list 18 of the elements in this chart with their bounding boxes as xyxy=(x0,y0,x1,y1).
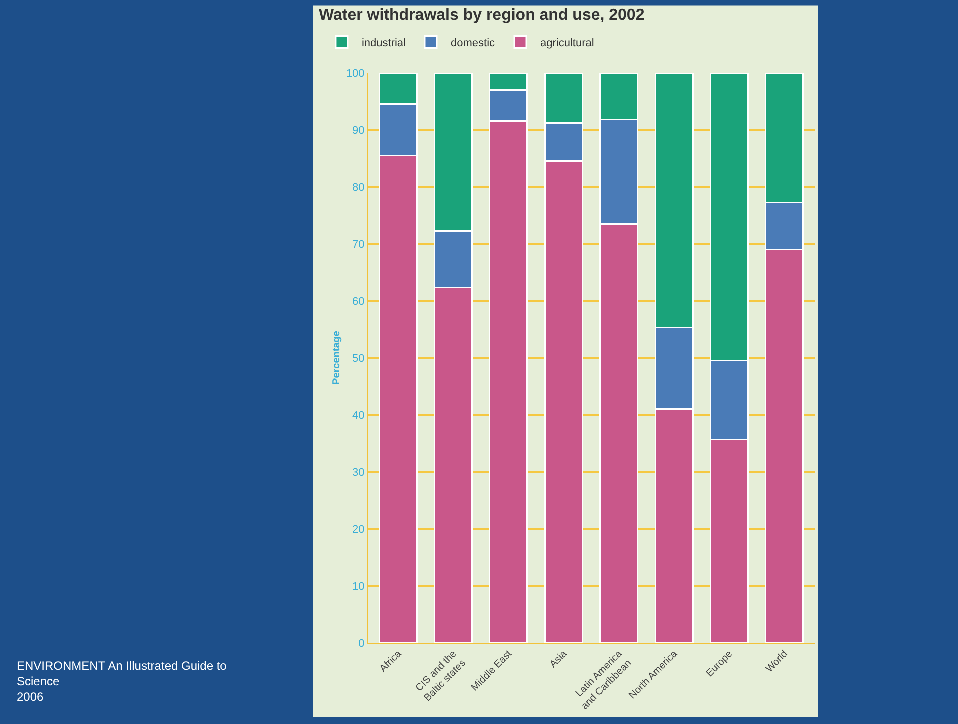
y-tick-label: 60 xyxy=(352,296,365,308)
legend-label: industrial xyxy=(362,38,406,50)
y-axis-title: Percentage xyxy=(331,330,342,385)
y-tick-label: 20 xyxy=(352,524,365,536)
text: ENVIRONMENT An Illustrated Guide to Science 2006 xyxy=(17,659,228,704)
y-tick-label: 50 xyxy=(352,352,365,365)
y-tick-label: 80 xyxy=(352,182,365,194)
y-tick-label: 10 xyxy=(352,580,365,593)
y-tick-label: 100 xyxy=(346,68,365,80)
y-tick-label: 70 xyxy=(352,238,365,251)
x-tick-label: Asia xyxy=(548,648,570,670)
legend-label: agricultural xyxy=(540,38,594,50)
y-tick-label: 30 xyxy=(352,466,365,479)
chart-title: Water withdrawals by region and use, 2002 xyxy=(319,7,645,24)
legend-label: domestic xyxy=(450,38,496,50)
y-tick-label: 0 xyxy=(358,638,365,650)
y-tick-label: 40 xyxy=(352,410,365,422)
y-tick-label: 90 xyxy=(352,124,365,137)
